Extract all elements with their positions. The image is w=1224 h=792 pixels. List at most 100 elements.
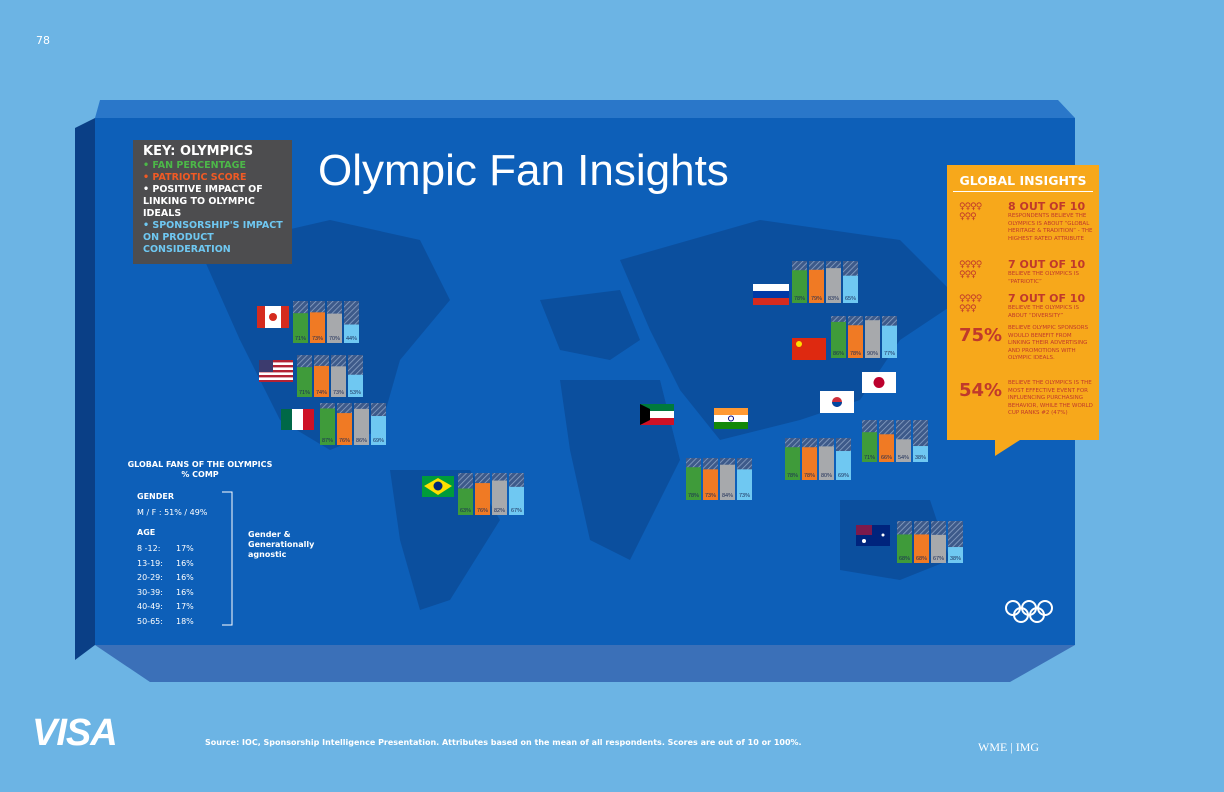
bar-label: 65%: [845, 296, 856, 302]
bar: [314, 365, 329, 397]
insight-text: BELIEVE OLYMPIC SPONSORS WOULD BENEFIT F…: [1008, 325, 1089, 361]
age-range: 40-49:: [137, 602, 163, 611]
bar: [458, 488, 473, 515]
bar: [879, 434, 894, 462]
title: Olympic Fan Insights: [318, 146, 729, 195]
age-range: 20-29:: [137, 573, 163, 582]
bar: [848, 325, 863, 358]
page-number: 78: [36, 34, 50, 47]
bar-group: 71% 66% 54% 38%: [862, 420, 928, 462]
bar: [327, 313, 342, 343]
age-pct: 18%: [176, 616, 194, 626]
bar: [785, 447, 800, 480]
board-bottom: [95, 645, 1075, 682]
bar-label: 87%: [322, 438, 333, 444]
fans-title: GLOBAL FANS OF THE OLYMPICS: [127, 460, 273, 469]
bar-label: 78%: [794, 296, 805, 302]
bar-label: 73%: [705, 493, 716, 499]
key-item: • SPONSORSHIP'S IMPACT ON PRODUCT CONSID…: [143, 220, 283, 255]
bar-label: 69%: [838, 473, 849, 479]
board-top: [95, 100, 1075, 118]
bar: [686, 467, 701, 500]
age-label: AGE: [137, 528, 156, 537]
bar: [297, 367, 312, 397]
insight-headline: 7 OUT OF 10: [1008, 292, 1086, 305]
bar-groups: 71% 73% 70% 44% 71% 74% 73% 53% 87% 76% 86% 69% 63% 7…: [293, 261, 963, 563]
note: Gender & Generationally agnostic: [248, 530, 315, 559]
fans: GLOBAL FANS OF THE OLYMPICS % COMP GENDE…: [120, 460, 280, 626]
people-icons: ♀♀♀♀ ♀♀♀: [959, 202, 982, 222]
bar-label: 44%: [346, 336, 357, 342]
bar-label: 69%: [373, 438, 384, 444]
bar-label: 84%: [722, 493, 733, 499]
bar: [331, 366, 346, 397]
fans-subtitle: % COMP: [181, 470, 219, 479]
bar-label: 73%: [312, 336, 323, 342]
bar: [703, 469, 718, 500]
bar-label: 38%: [915, 455, 926, 461]
bar: [354, 408, 369, 445]
bar-label: 90%: [867, 351, 878, 357]
bar: [809, 269, 824, 303]
bar-label: 68%: [899, 556, 910, 562]
flag-japan: [862, 372, 896, 393]
insight-text: BELIEVE THE OLYMPICS IS THE MOST EFFECTI…: [1008, 380, 1093, 416]
bar-label: 78%: [688, 493, 699, 499]
bar-label: 38%: [950, 556, 961, 562]
age-range: 30-39:: [137, 587, 163, 597]
bar: [948, 547, 963, 563]
insight-headline: 7 OUT OF 10: [1008, 258, 1086, 271]
bar-label: 63%: [460, 508, 471, 514]
gender-label: GENDER: [137, 492, 174, 501]
bar-label: 78%: [804, 473, 815, 479]
source: Source: IOC, Sponsorship Intelligence Pr…: [205, 738, 802, 747]
bar: [337, 413, 352, 445]
insights-title: GLOBAL INSIGHTS: [953, 173, 1093, 192]
insights-pointer: [995, 440, 1020, 456]
global-insights: GLOBAL INSIGHTS ♀♀♀♀ ♀♀♀ 8 OUT OF 10 RESPO…: [947, 165, 1099, 440]
bar-label: 67%: [511, 508, 522, 514]
bar: [348, 374, 363, 397]
bar: [509, 486, 524, 515]
bar-group: 68% 68% 67% 38%: [897, 521, 963, 563]
bar-label: 83%: [828, 296, 839, 302]
bar: [882, 325, 897, 358]
bar: [931, 534, 946, 563]
flag-mexico: [281, 409, 314, 430]
age-range: 13-19:: [137, 558, 163, 568]
bar: [831, 321, 846, 358]
flag-india: [714, 408, 748, 429]
bar-group: 78% 73% 84% 73%: [686, 458, 752, 500]
bar: [819, 446, 834, 480]
flags: [257, 284, 896, 546]
gender: M / F : 51% / 49%: [137, 508, 208, 517]
key-item: • PATRIOTIC SCORE: [143, 172, 247, 183]
bar: [492, 480, 507, 515]
bar-label: 86%: [356, 438, 367, 444]
bar: [896, 439, 911, 462]
bar-label: 67%: [933, 556, 944, 562]
flag-canada: [257, 306, 289, 328]
insight-headline: 8 OUT OF 10: [1008, 200, 1086, 213]
flag-korea: [820, 391, 854, 413]
bar: [720, 464, 735, 500]
insight-text: BELIEVE THE OLYMPICS IS ABOUT “DIVERSITY…: [1008, 305, 1080, 319]
bar-label: 76%: [339, 438, 350, 444]
bar: [320, 408, 335, 445]
bar: [836, 451, 851, 480]
bar: [792, 270, 807, 303]
bar-label: 77%: [884, 351, 895, 357]
age-pct: 16%: [176, 573, 194, 582]
bar-group: 71% 74% 73% 53%: [297, 355, 363, 397]
age-pct: 17%: [176, 544, 194, 553]
bar-group: 87% 76% 86% 69%: [320, 403, 386, 445]
age-pct: 16%: [176, 558, 194, 568]
bar: [371, 416, 386, 445]
bar-group: 78% 78% 80% 69%: [785, 438, 851, 480]
key-title: KEY: OLYMPICS: [143, 144, 254, 159]
bracket: [222, 491, 233, 626]
olympic-rings: [1005, 600, 1053, 623]
flag-usa: [259, 360, 293, 382]
bar-label: 78%: [850, 351, 861, 357]
